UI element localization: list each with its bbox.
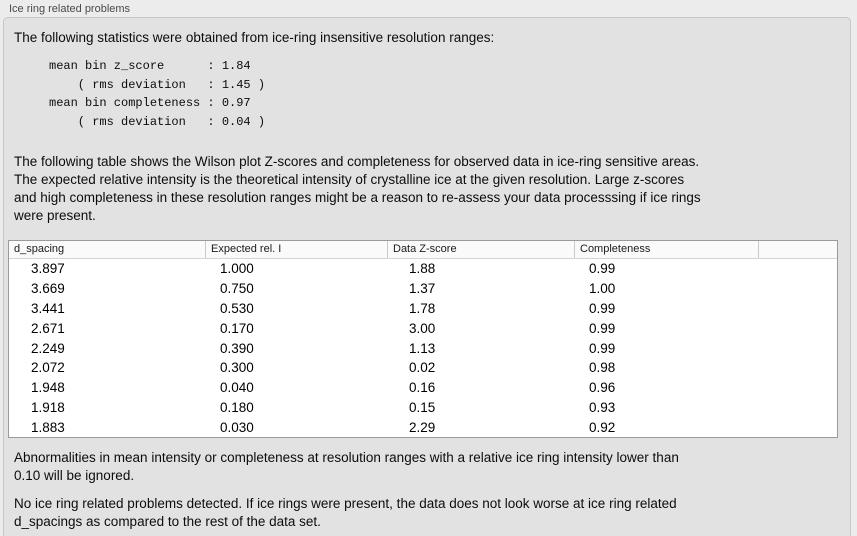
table-row[interactable]: 1.883 0.030 2.29 0.92	[9, 417, 837, 437]
table-cell: 2.072	[31, 360, 65, 376]
table-cell: 2.671	[31, 320, 65, 336]
stats-block: mean bin z_score : 1.84 ( rms deviation …	[49, 59, 266, 129]
panel-title: Ice ring related problems	[9, 3, 131, 15]
table-cell: 1.13	[409, 340, 436, 356]
ice-ring-table: d_spacing Expected rel. I Data Z-score Comp…	[8, 240, 838, 438]
column-header-completeness[interactable]: Completeness	[575, 241, 759, 258]
table-header: d_spacing Expected rel. I Data Z-score Comp…	[9, 241, 837, 259]
conclusion-text: No ice ring related problems detected. I…	[14, 496, 677, 529]
table-cell: 1.948	[31, 380, 65, 396]
intro-text: The following statistics were obtained f…	[14, 30, 495, 45]
table-cell: 0.99	[589, 340, 616, 356]
table-cell: 3.00	[409, 320, 436, 336]
ignore-note-text: Abnormalities in mean intensity or compl…	[14, 450, 679, 483]
column-header-data-z-score[interactable]: Data Z-score	[388, 241, 575, 258]
column-header-d-spacing[interactable]: d_spacing	[9, 241, 206, 258]
table-cell: 0.99	[589, 320, 616, 336]
table-cell: 1.88	[409, 261, 436, 277]
table-cell: 0.98	[589, 360, 616, 376]
table-row[interactable]: 1.948 0.040 0.16 0.96	[9, 378, 837, 398]
table-row[interactable]: 2.072 0.300 0.02 0.98	[9, 358, 837, 378]
table-row[interactable]: 3.441 0.530 1.78 0.99	[9, 299, 837, 319]
table-body: 3.897 1.000 1.88 0.99 3.669 0.750 1.37 1.00 3.44…	[9, 259, 837, 437]
description-text: The following table shows the Wilson plo…	[14, 154, 701, 223]
table-cell: 0.030	[220, 419, 254, 435]
table-cell: 3.669	[31, 281, 65, 297]
table-cell: 0.15	[409, 399, 436, 415]
table-cell: 3.897	[31, 261, 65, 277]
table-row[interactable]: 2.249 0.390 1.13 0.99	[9, 338, 837, 358]
table-cell: 0.93	[589, 399, 616, 415]
table-cell: 0.16	[409, 380, 436, 396]
table-row[interactable]: 2.671 0.170 3.00 0.99	[9, 318, 837, 338]
table-cell: 0.750	[220, 281, 254, 297]
table-cell: 1.00	[589, 281, 616, 297]
table-cell: 0.040	[220, 380, 254, 396]
column-header-filler	[759, 241, 837, 258]
table-cell: 3.441	[31, 300, 65, 316]
table-cell: 1.000	[220, 261, 254, 277]
table-cell: 0.530	[220, 300, 254, 316]
table-cell: 0.96	[589, 380, 616, 396]
column-header-expected-rel-i[interactable]: Expected rel. I	[206, 241, 388, 258]
table-cell: 0.99	[589, 300, 616, 316]
table-cell: 0.300	[220, 360, 254, 376]
table-row[interactable]: 3.669 0.750 1.37 1.00	[9, 279, 837, 299]
table-cell: 2.249	[31, 340, 65, 356]
table-row[interactable]: 3.897 1.000 1.88 0.99	[9, 259, 837, 279]
table-cell: 1.37	[409, 281, 436, 297]
table-cell: 0.180	[220, 399, 254, 415]
table-row[interactable]: 1.918 0.180 0.15 0.93	[9, 397, 837, 417]
table-cell: 0.99	[589, 261, 616, 277]
ice-ring-panel: The following statistics were obtained f…	[3, 17, 851, 536]
table-cell: 0.170	[220, 320, 254, 336]
table-cell: 2.29	[409, 419, 436, 435]
table-cell: 1.918	[31, 399, 65, 415]
table-cell: 0.92	[589, 419, 616, 435]
table-cell: 1.78	[409, 300, 436, 316]
table-cell: 0.390	[220, 340, 254, 356]
table-cell: 1.883	[31, 419, 65, 435]
table-cell: 0.02	[409, 360, 436, 376]
